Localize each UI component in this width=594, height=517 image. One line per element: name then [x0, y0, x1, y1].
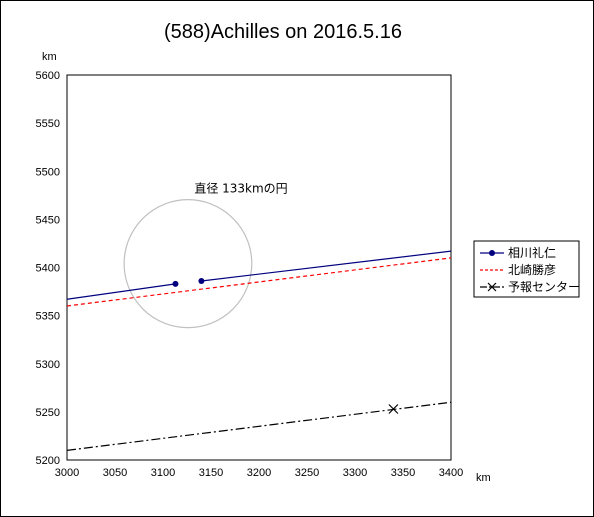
series-line-3: [66, 401, 452, 451]
x-tick-label: 3400: [439, 467, 463, 479]
legend-marker: [487, 282, 497, 292]
series-line-2: [66, 257, 452, 307]
x-tick-label: 3300: [343, 467, 367, 479]
x-tick-label: 3100: [151, 467, 175, 479]
diameter-circle-layer: [123, 199, 253, 329]
y-tick-label: 5350: [36, 311, 60, 323]
chart-title: (588)Achilles on 2016.5.16: [164, 21, 402, 43]
y-tick-label: 5250: [36, 407, 60, 419]
x-tick-label: 3150: [199, 467, 223, 479]
series-point: [388, 404, 399, 414]
plot-area: [66, 74, 452, 461]
diameter-annotation: 直径 133kmの円: [194, 181, 287, 195]
y-axis-unit: km: [42, 51, 57, 63]
y-tick-label: 5550: [36, 118, 60, 130]
x-tick-label: 3350: [391, 467, 415, 479]
y-tick-label: 5300: [36, 359, 60, 371]
series-line-1: [201, 250, 452, 282]
y-tick-label: 5400: [36, 263, 60, 275]
x-tick-label: 3050: [103, 467, 127, 479]
legend-label: 北崎勝彦: [508, 262, 556, 277]
legend-marker: [489, 250, 495, 256]
series-point: [172, 280, 179, 287]
legend-label: 相川礼仁: [508, 245, 556, 260]
y-tick-label: 5600: [36, 70, 60, 82]
y-tick-label: 5450: [36, 214, 60, 226]
y-tick-label: 5500: [36, 166, 60, 178]
y-tick-label: 5200: [36, 455, 60, 467]
series-point: [198, 277, 205, 284]
x-tick-label: 3200: [247, 467, 271, 479]
legend-label: 予報センター: [508, 280, 580, 294]
series-layer: [66, 250, 452, 451]
x-axis-unit: km: [476, 472, 491, 484]
y-axis-ticks: 5200 5250 5300 5350 5400 5450 5500 5550 5600: [36, 70, 60, 467]
x-tick-label: 3250: [295, 467, 319, 479]
series-line-1: [66, 283, 176, 300]
x-axis-ticks: 3000 3050 3100 3150 3200 3250 3300 3350 3400: [55, 467, 463, 479]
x-tick-label: 3000: [55, 467, 79, 479]
diameter-circle: [123, 199, 253, 329]
